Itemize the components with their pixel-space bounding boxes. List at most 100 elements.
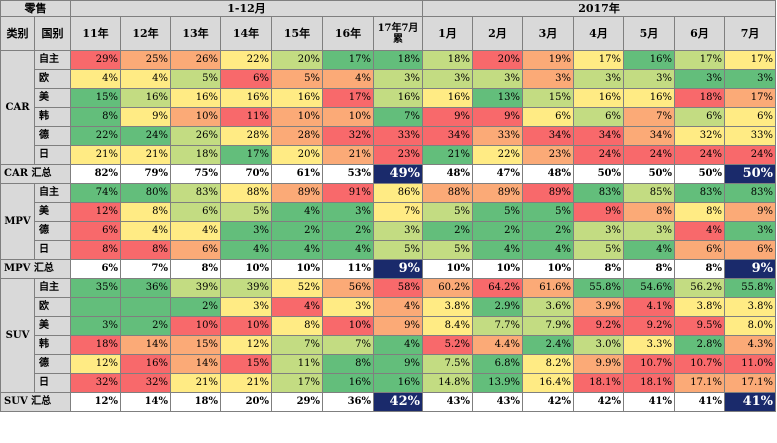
brand-label: 日 <box>34 145 71 165</box>
column-header-5: 15年 <box>271 16 323 51</box>
category-label: CAR <box>0 50 35 165</box>
share-cell: 7.7% <box>472 316 523 336</box>
share-cell: 91% <box>322 183 374 203</box>
column-header-13: 6月 <box>674 16 725 51</box>
share-cell: 32% <box>70 373 121 393</box>
share-cell: 17.1% <box>674 373 725 393</box>
share-cell: 2% <box>322 221 374 241</box>
share-cell: 23% <box>373 145 423 165</box>
share-cell: 9.9% <box>573 354 624 374</box>
total-cell: 61% <box>271 164 323 184</box>
total-cell: 50% <box>674 164 725 184</box>
total-cell: 10% <box>522 259 574 279</box>
share-cell: 86% <box>373 183 423 203</box>
share-cell: 3% <box>322 297 374 317</box>
share-cell: 32% <box>674 126 725 146</box>
share-cell: 9% <box>120 107 171 127</box>
share-cell: 83% <box>170 183 221 203</box>
total-cell: 70% <box>220 164 272 184</box>
share-cell: 20% <box>271 50 323 70</box>
share-cell: 2.8% <box>674 335 725 355</box>
share-cell: 7% <box>623 107 675 127</box>
share-cell: 2% <box>120 316 171 336</box>
share-cell: 4% <box>220 240 272 260</box>
share-cell: 3% <box>522 69 574 89</box>
share-cell: 9.2% <box>623 316 675 336</box>
share-cell: 8% <box>70 107 121 127</box>
share-cell: 18% <box>70 335 121 355</box>
total-cell: 10% <box>271 259 323 279</box>
share-cell: 34% <box>422 126 473 146</box>
share-cell: 2.9% <box>472 297 523 317</box>
share-cell: 5.2% <box>422 335 473 355</box>
share-cell: 6% <box>573 107 624 127</box>
share-cell: 11% <box>271 354 323 374</box>
total-label: SUV 汇总 <box>0 392 71 412</box>
total-cell: 43% <box>472 392 523 412</box>
share-cell: 21% <box>120 145 171 165</box>
total-row: MPV 汇总 6% 7% 8% 10% 10% 11% 9% 10% 10% 10% 8% 8% 8% 9% <box>0 259 777 279</box>
share-cell: 4% <box>472 240 523 260</box>
year-header: 2017年 <box>421 0 777 17</box>
share-cell: 80% <box>120 183 171 203</box>
share-cell: 24% <box>674 145 725 165</box>
share-cell: 13.9% <box>472 373 523 393</box>
share-cell: 83% <box>573 183 624 203</box>
share-cell: 28% <box>220 126 272 146</box>
share-cell: 39% <box>220 278 272 298</box>
category-label: MPV <box>0 183 35 260</box>
share-cell: 9% <box>472 107 523 127</box>
share-cell: 8% <box>674 202 725 222</box>
share-cell: 18% <box>373 50 423 70</box>
share-cell: 4% <box>322 240 374 260</box>
share-cell: 4% <box>271 240 323 260</box>
share-cell: 34% <box>573 126 624 146</box>
share-cell: 3% <box>723 221 777 241</box>
table-row: CAR 自主 29% 25% 26% 22% 20% 17% 18% 18% 20% 19% 17% 16… <box>0 50 777 165</box>
share-cell: 3% <box>623 69 675 89</box>
share-cell: 6% <box>723 107 777 127</box>
share-cell: 5% <box>472 202 523 222</box>
share-cell: 10% <box>322 316 374 336</box>
range-header: 1-12月 <box>70 0 423 17</box>
share-cell: 9% <box>422 107 473 127</box>
share-cell: 8% <box>120 240 171 260</box>
share-cell: 15% <box>220 354 272 374</box>
share-cell: 11.0% <box>723 354 777 374</box>
share-cell: 14% <box>120 335 171 355</box>
share-cell: 32% <box>120 373 171 393</box>
brand-label: 韩 <box>34 335 71 355</box>
share-cell: 23% <box>522 145 574 165</box>
total-row: SUV 汇总 12% 14% 18% 20% 29% 36% 42% 43% 43% 42% 42% 4… <box>0 392 777 412</box>
share-cell: 8.2% <box>522 354 574 374</box>
share-cell: 4% <box>623 240 675 260</box>
share-cell: 64.2% <box>472 278 523 298</box>
table-row: 欧 2% 3% 4% 3% 4% 3.8% 2.9% 3.6% 3.9% 4.1% 3.8% 3.8% <box>1 297 777 317</box>
share-cell: 16% <box>322 373 374 393</box>
share-cell: 26% <box>170 126 221 146</box>
share-cell: 5% <box>170 69 221 89</box>
share-cell: 3.8% <box>723 297 777 317</box>
share-cell: 20% <box>472 50 523 70</box>
share-cell: 8% <box>271 316 323 336</box>
total-cell: 10% <box>220 259 272 279</box>
share-cell: 12% <box>70 354 121 374</box>
share-cell: 89% <box>472 183 523 203</box>
share-cell: 7% <box>373 107 423 127</box>
category-label: SUV <box>0 278 35 393</box>
share-cell: 10.7% <box>674 354 725 374</box>
share-cell: 4% <box>522 240 574 260</box>
share-cell: 10.7% <box>623 354 675 374</box>
share-cell: 25% <box>120 50 171 70</box>
share-cell: 16% <box>220 88 272 108</box>
share-cell: 18.1% <box>623 373 675 393</box>
share-cell: 8% <box>623 202 675 222</box>
column-header-1: 11年 <box>70 16 121 51</box>
share-cell: 89% <box>522 183 574 203</box>
total-cell: 82% <box>70 164 121 184</box>
total-cell: 8% <box>623 259 675 279</box>
share-cell: 3.3% <box>623 335 675 355</box>
share-cell: 22% <box>70 126 121 146</box>
total-cell: 50% <box>623 164 675 184</box>
share-cell: 55.8% <box>573 278 624 298</box>
